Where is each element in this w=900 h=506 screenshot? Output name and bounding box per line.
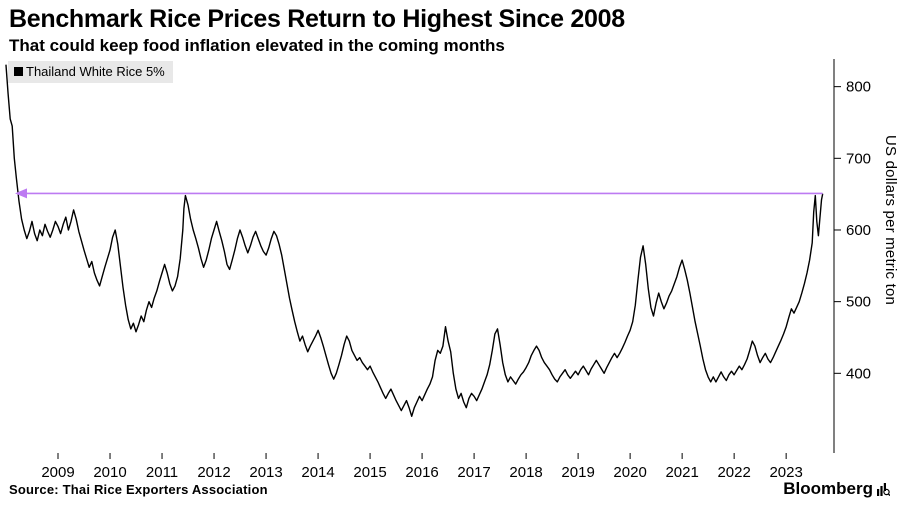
y-tick-label: 600: [846, 222, 871, 239]
x-tick-label: 2020: [613, 464, 646, 481]
legend-marker-icon: [14, 67, 23, 77]
x-tick-label: 2022: [717, 464, 750, 481]
chart-header: Benchmark Rice Prices Return to Highest …: [0, 0, 900, 55]
legend: Thailand White Rice 5%: [8, 61, 173, 84]
page-title: Benchmark Rice Prices Return to Highest …: [9, 5, 625, 33]
x-tick-label: 2013: [249, 464, 282, 481]
x-tick-label: 2019: [561, 464, 594, 481]
y-tick-label: 400: [846, 365, 871, 382]
y-axis-title: US dollars per metric ton: [882, 135, 899, 306]
x-tick-label: 2011: [146, 464, 178, 481]
x-tick-label: 2023: [769, 464, 802, 481]
x-tick-label: 2017: [457, 464, 490, 481]
legend-label: Thailand White Rice 5%: [26, 64, 165, 80]
bloomberg-wordmark: Bloomberg: [783, 479, 873, 499]
line-chart: 400 500 600 700 800 2009 2010 2011 2012 2013 2014 2…: [5, 59, 871, 481]
bloomberg-chart-icon: [877, 482, 890, 496]
x-tick-label: 2009: [41, 464, 74, 481]
y-tick-label: 500: [846, 294, 871, 311]
y-tick-label: 700: [846, 150, 871, 167]
chart-area: 400 500 600 700 800 2009 2010 2011 2012 2013 2014 2…: [0, 55, 900, 487]
page-subtitle: That could keep food inflation elevated …: [9, 35, 505, 55]
x-tick-label: 2014: [301, 464, 334, 481]
x-tick-label: 2018: [509, 464, 542, 481]
x-tick-label: 2021: [665, 464, 698, 481]
price-line: [5, 64, 824, 418]
reference-arrowhead-icon: [15, 188, 27, 199]
bloomberg-logo: Bloomberg: [783, 479, 890, 499]
x-tick-label: 2016: [405, 464, 438, 481]
source-note: Source: Thai Rice Exporters Association: [9, 481, 268, 497]
x-tick-label: 2012: [197, 464, 230, 481]
x-tick-label: 2010: [93, 464, 126, 481]
chart-footer: Source: Thai Rice Exporters Association …: [0, 479, 900, 499]
y-tick-label: 800: [846, 79, 871, 96]
x-tick-label: 2015: [353, 464, 386, 481]
